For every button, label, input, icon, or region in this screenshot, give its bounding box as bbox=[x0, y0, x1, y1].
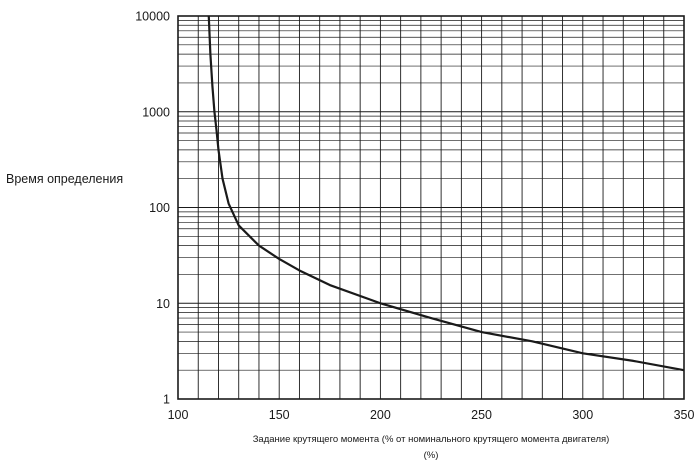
plot-frame bbox=[177, 15, 685, 400]
x-tick-label: 200 bbox=[370, 408, 391, 422]
x-tick-labels: 100 150 200 250 300 350 bbox=[168, 408, 695, 422]
y-tick-label: 1000 bbox=[142, 105, 170, 119]
y-tick-label: 10000 bbox=[135, 10, 170, 24]
x-tick-label: 350 bbox=[674, 408, 695, 422]
y-tick-label: 1 bbox=[163, 393, 170, 407]
x-axis-label: Задание крутящего момента (% от номиналь… bbox=[178, 432, 684, 464]
x-tick-label: 100 bbox=[168, 408, 189, 422]
x-tick-label: 250 bbox=[471, 408, 492, 422]
x-tick-label: 300 bbox=[572, 408, 593, 422]
x-axis-label-text: Задание крутящего момента (% от номиналь… bbox=[252, 434, 610, 445]
x-tick-label: 150 bbox=[269, 408, 290, 422]
y-axis-label: Время определения bbox=[6, 172, 124, 186]
grid bbox=[178, 16, 684, 399]
x-axis-label-unit: (%) bbox=[423, 450, 439, 461]
y-tick-label: 10 bbox=[156, 297, 170, 311]
y-tick-labels: 1 10 100 1000 10000 bbox=[135, 10, 170, 407]
y-tick-label: 100 bbox=[149, 201, 170, 215]
series-line bbox=[207, 15, 685, 372]
